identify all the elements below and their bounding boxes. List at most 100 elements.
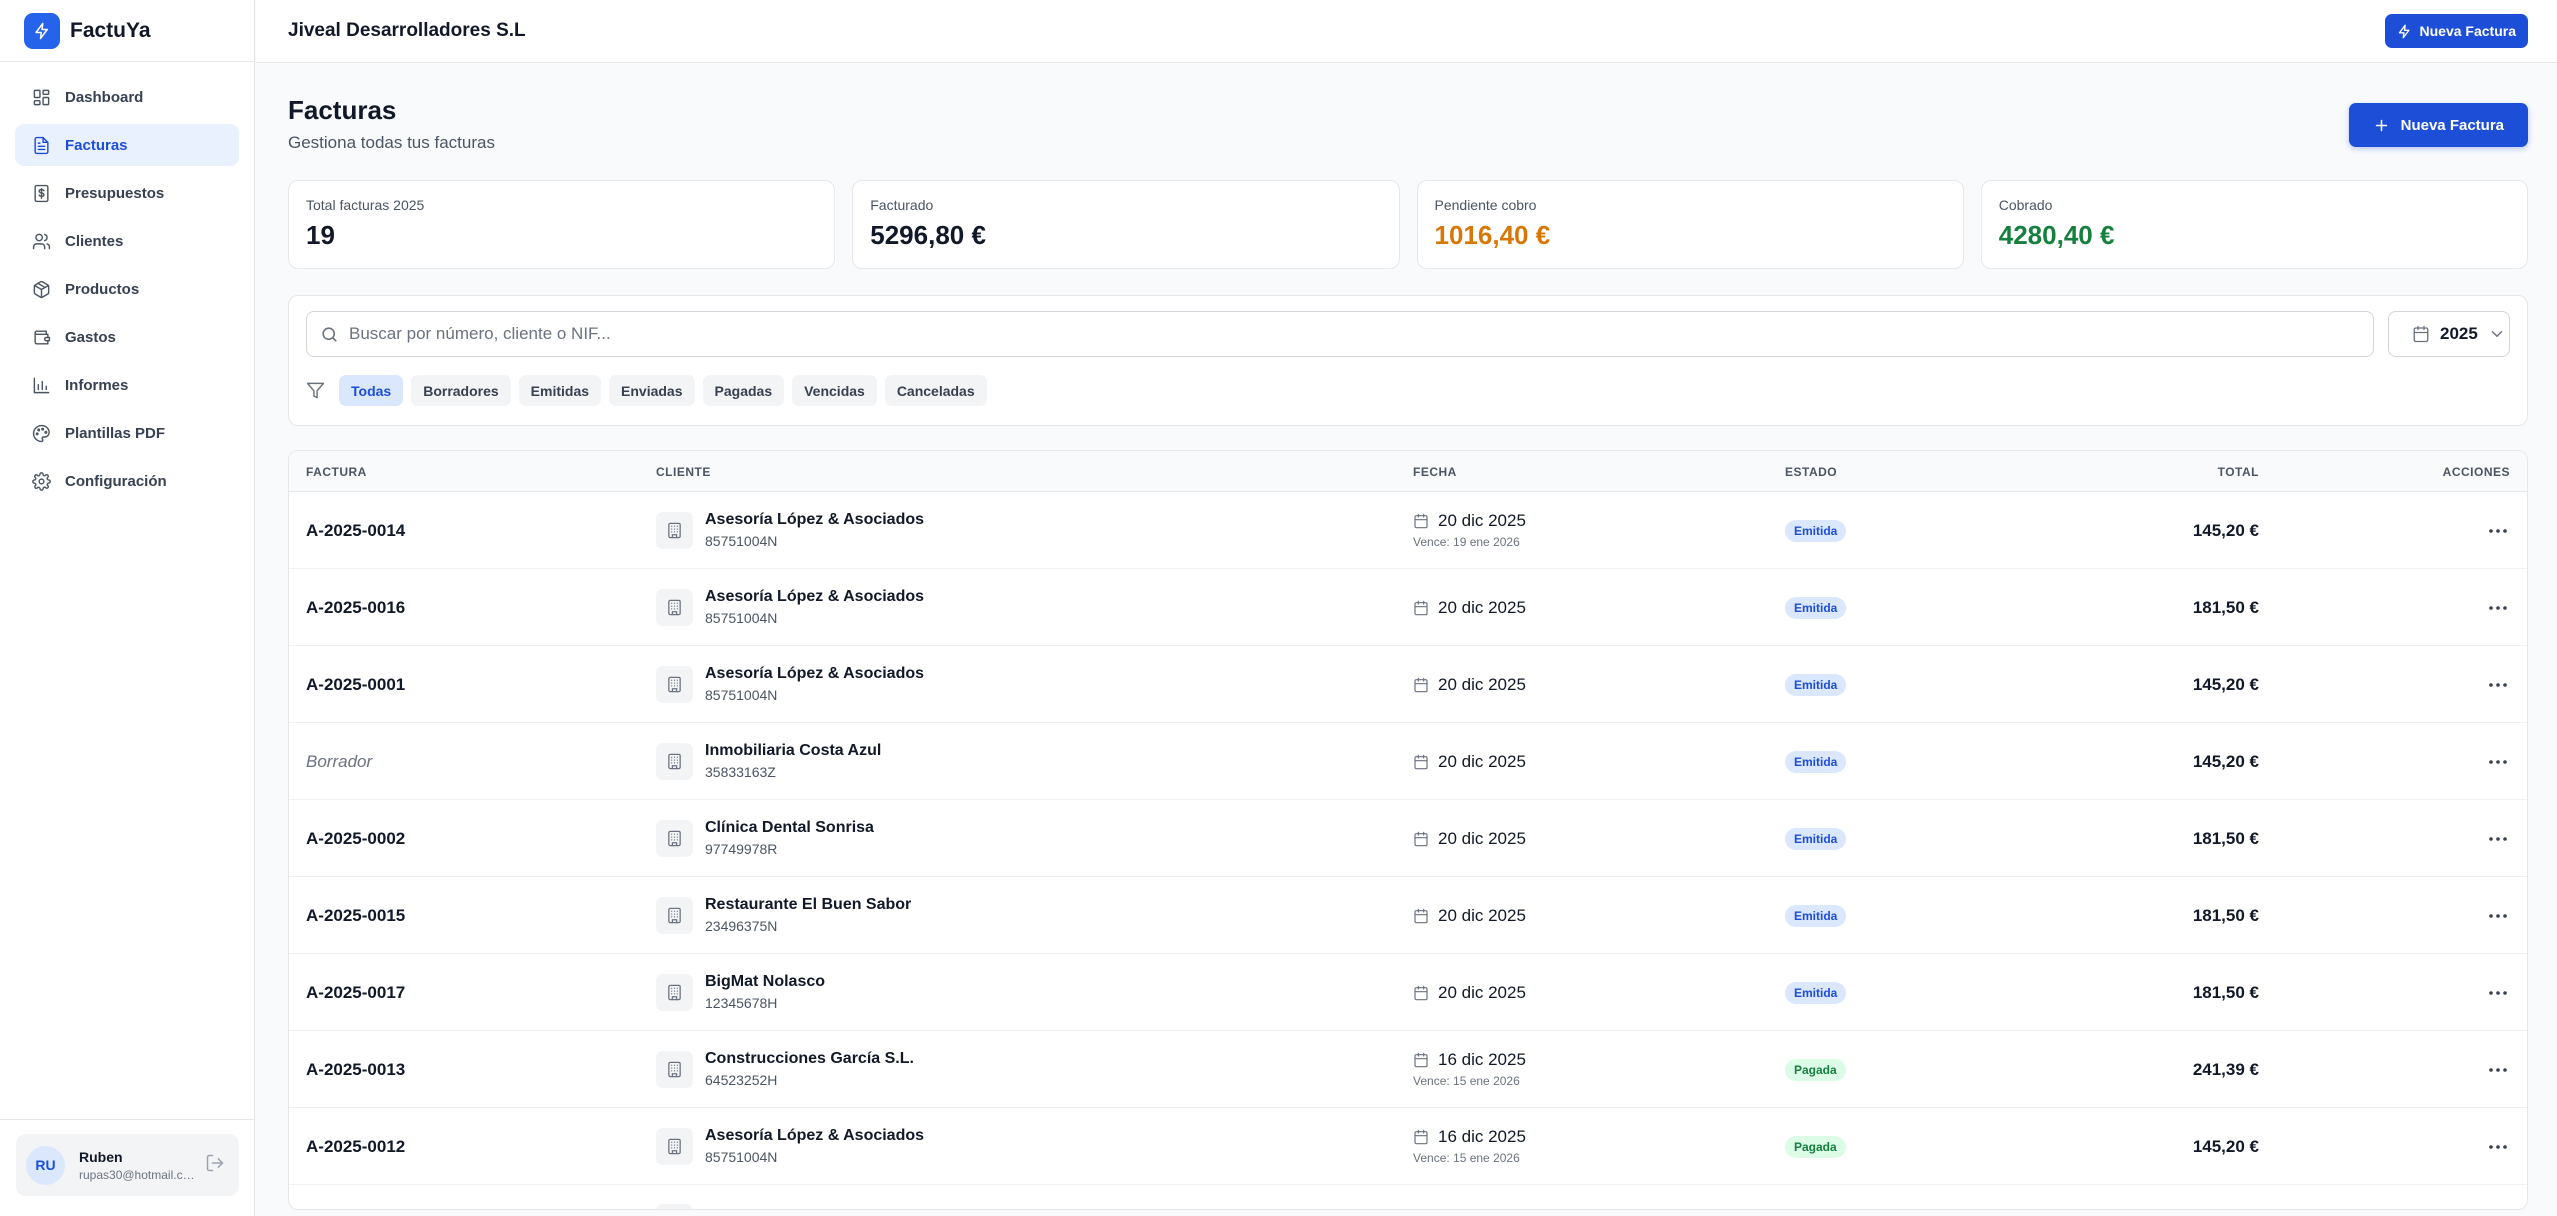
client-cell: Asesoría López & Asociados 85751004N [656,511,924,549]
filter-chip-enviadas[interactable]: Enviadas [609,375,695,406]
col-header-estado[interactable]: ESTADO [1785,465,1838,479]
invoice-number[interactable]: A-2025-0014 [306,521,406,540]
more-actions-icon[interactable] [2486,596,2510,620]
invoice-date: 16 dic 2025 [1438,1050,1526,1069]
table-row[interactable]: A-2025-0012 Asesoría López & Asociados 857… [289,1108,2527,1185]
col-header-total[interactable]: TOTAL [2217,465,2259,479]
avatar: RU [26,1145,65,1185]
client-nif: 85751004N [705,610,778,626]
stat-value: 1016,40 € [1434,220,1551,250]
filter-chip-todas[interactable]: Todas [339,375,404,406]
filter-chip-emitidas[interactable]: Emitidas [518,375,602,406]
client-name: Construcciones García S.L. [705,1050,914,1067]
search-box[interactable] [306,311,2374,357]
invoice-number[interactable]: Borrador [306,752,373,771]
plus-icon [2373,117,2401,134]
table-row[interactable]: A-2025-0016 Asesoría López & Asociados 857… [289,569,2527,646]
client-name: Inmobiliaria Costa Azul [705,742,882,759]
status-badge: Pagada [1785,1136,1846,1158]
client-cell: BigMat Nolasco 12345678H [656,973,825,1011]
year-value: 2025 [2440,324,2478,343]
sidebar-item-label: Informes [65,376,129,394]
filter-chip-vencidas[interactable]: Vencidas [792,375,877,406]
more-actions-icon[interactable] [2486,750,2510,774]
user-panel: RU Ruben rupas30@hotmail.com [0,1119,255,1216]
bar-chart-icon [32,376,65,395]
status-badge: Emitida [1785,982,1847,1004]
col-header-factura[interactable]: FACTURA [306,465,367,479]
building-icon [656,1204,693,1209]
stat-value: 5296,80 € [870,220,986,250]
calendar-icon [1413,1052,1438,1068]
sidebar-item-label: Dashboard [65,88,144,106]
sidebar-item-facturas[interactable]: Facturas [15,124,239,166]
brand-name: FactuYa [70,18,151,42]
table-row[interactable]: A-2025-0014 Asesoría López & Asociados 857… [289,492,2527,569]
sidebar-item-productos[interactable]: Productos [15,268,239,310]
date-cell: 20 dic 2025 [1413,906,1526,926]
calendar-icon [2412,325,2430,343]
more-actions-icon[interactable] [2486,827,2510,851]
building-icon [656,1050,693,1088]
search-input[interactable] [349,324,2373,344]
invoice-number[interactable]: A-2025-0013 [306,1060,406,1079]
table-row[interactable]: A-2025-0013 Construcciones García S.L. 645… [289,1031,2527,1108]
zap-icon [2397,24,2420,39]
table-body: A-2025-0014 Asesoría López & Asociados 857… [289,492,2527,1209]
client-cell: Inmobiliaria Costa Azul 35833163Z [656,742,881,780]
filter-chip-borradores[interactable]: Borradores [411,375,511,406]
invoice-number[interactable]: A-2025-0016 [306,598,406,617]
filters-panel: 2025 TodasBorradoresEmitidasEnviadasPaga… [288,295,2528,426]
table-row[interactable]: A-2025-0002 Clínica Dental Sonrisa 9774997… [289,800,2527,877]
col-header-fecha[interactable]: FECHA [1413,465,1457,479]
invoice-number[interactable]: A-2025-0002 [306,829,406,848]
sidebar-item-configuracion[interactable]: Configuración [15,460,239,502]
sidebar-item-plantillas-pdf[interactable]: Plantillas PDF [15,412,239,454]
sidebar-item-dashboard[interactable]: Dashboard [15,76,239,118]
company-name: Jiveal Desarrolladores S.L [288,20,526,41]
col-header-cliente[interactable]: CLIENTE [656,465,711,479]
logout-icon[interactable] [205,1153,229,1177]
invoice-number[interactable]: A-2025-0001 [306,675,406,694]
status-badge: Emitida [1785,751,1847,773]
client-nif: 97749978R [705,841,778,857]
sidebar-item-presupuestos[interactable]: Presupuestos [15,172,239,214]
more-actions-icon[interactable] [2486,981,2510,1005]
new-invoice-button-top[interactable]: Nueva Factura [2384,14,2528,48]
status-badge: Pagada [1785,1059,1846,1081]
more-actions-icon[interactable] [2486,1058,2510,1082]
more-actions-icon[interactable] [2486,673,2510,697]
table-row[interactable]: A-2025-0015 Restaurante El Buen Sabor 2349… [289,877,2527,954]
client-nif: 23496375N [705,918,778,934]
client-name: BigMat Nolasco [705,973,826,990]
more-actions-icon[interactable] [2486,904,2510,928]
year-select[interactable]: 2025 [2388,311,2510,357]
user-card[interactable]: RU Ruben rupas30@hotmail.com [16,1134,239,1196]
date-cell: 20 dic 2025 [1413,983,1526,1003]
topbar: Jiveal Desarrolladores S.L Nueva Factura [256,0,2557,63]
table-row[interactable]: Borrador Inmobiliaria Costa Azul 35833163Z… [289,723,2527,800]
table-row[interactable]: Asesoría López & Asociados15 dic 2025 [289,1185,2527,1209]
sidebar-item-clientes[interactable]: Clientes [15,220,239,262]
table-row[interactable]: A-2025-0017 BigMat Nolasco 12345678H 20 dic… [289,954,2527,1031]
invoice-number[interactable]: A-2025-0017 [306,983,406,1002]
date-cell: 20 dic 2025 Vence: 19 ene 2026 [1413,511,1526,549]
building-icon [656,819,693,857]
invoice-total: 241,39 € [2192,1060,2259,1079]
date-cell: 16 dic 2025 Vence: 15 ene 2026 [1413,1050,1526,1088]
brand[interactable]: FactuYa [0,0,254,62]
sidebar-item-informes[interactable]: Informes [15,364,239,406]
invoices-table: FACTURA CLIENTE FECHA ESTADO TOTAL ACCIO… [288,450,2528,1210]
invoice-total: 145,20 € [2192,752,2259,771]
sidebar-item-gastos[interactable]: Gastos [15,316,239,358]
client-cell: Clínica Dental Sonrisa 97749978R [656,819,874,857]
filter-chip-canceladas[interactable]: Canceladas [884,375,987,406]
invoice-number[interactable]: A-2025-0015 [306,906,406,925]
invoice-number[interactable]: A-2025-0012 [306,1137,406,1156]
main-content: Facturas Gestiona todas tus facturas Nue… [256,63,2557,1216]
new-invoice-button[interactable]: Nueva Factura [2348,103,2528,147]
filter-chip-pagadas[interactable]: Pagadas [702,375,785,406]
more-actions-icon[interactable] [2486,519,2510,543]
table-row[interactable]: A-2025-0001 Asesoría López & Asociados 857… [289,646,2527,723]
more-actions-icon[interactable] [2486,1135,2510,1159]
